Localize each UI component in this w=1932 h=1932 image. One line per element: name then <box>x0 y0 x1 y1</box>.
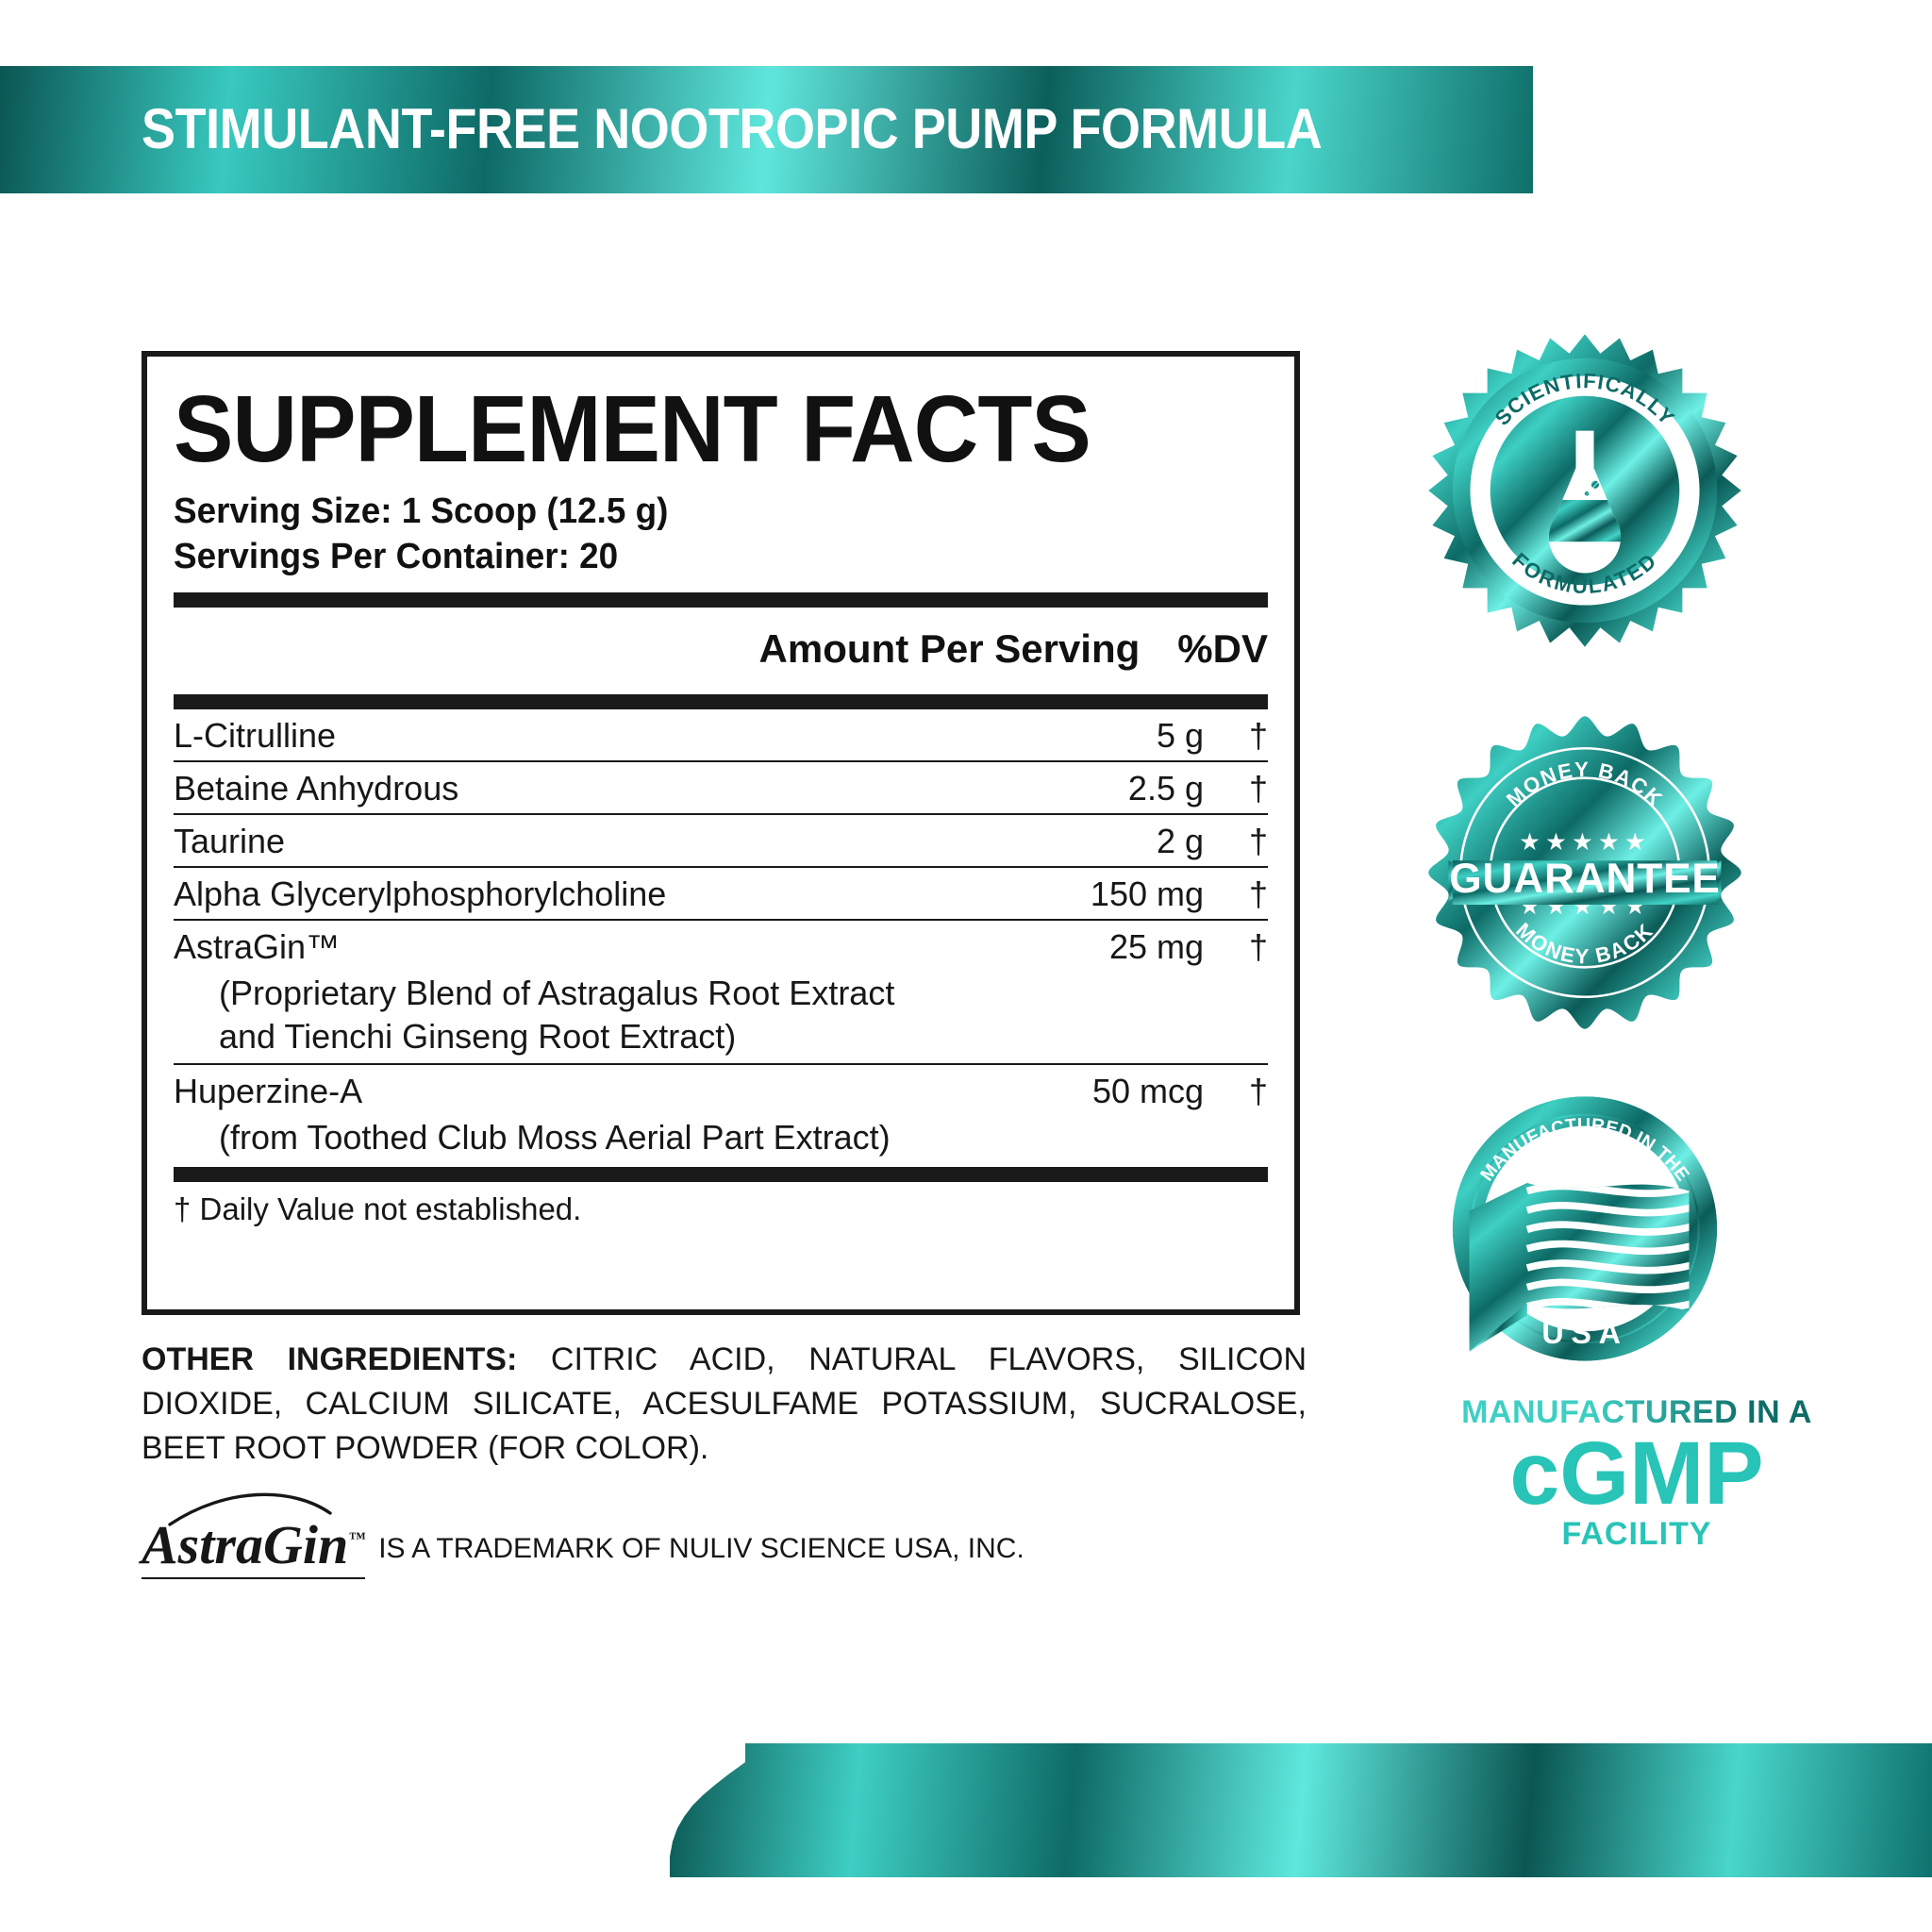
svg-text:USA: USA <box>1541 1316 1627 1350</box>
svg-text:GUARANTEE: GUARANTEE <box>1449 856 1721 902</box>
svg-text:★★★★★: ★★★★★ <box>1519 829 1651 856</box>
